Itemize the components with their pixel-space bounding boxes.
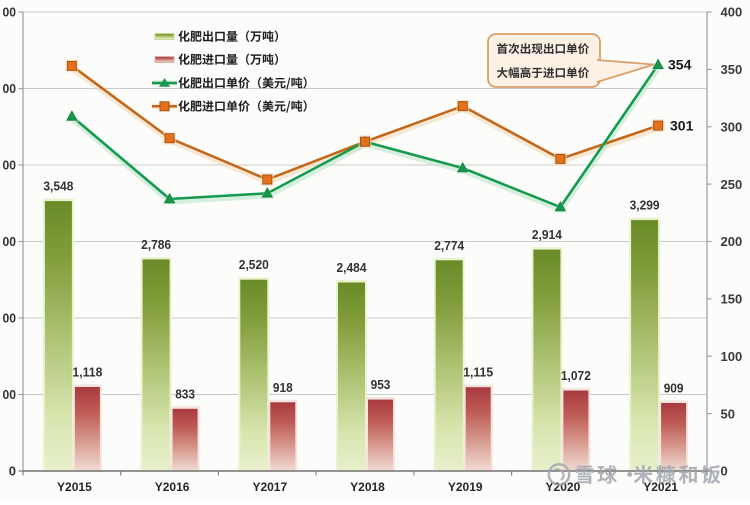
svg-text:Y2019: Y2019 (448, 480, 483, 494)
svg-text:2,786: 2,786 (141, 237, 171, 252)
svg-text:2,520: 2,520 (239, 257, 269, 272)
svg-text:1,115: 1,115 (463, 365, 493, 380)
svg-text:2,774: 2,774 (434, 238, 465, 253)
svg-text:400: 400 (721, 5, 743, 20)
svg-text:1,118: 1,118 (72, 365, 102, 380)
svg-text:2,484: 2,484 (337, 260, 368, 275)
svg-text:00: 00 (3, 158, 17, 173)
svg-text:953: 953 (371, 377, 391, 392)
svg-text:301: 301 (670, 118, 694, 134)
svg-text:2,914: 2,914 (532, 227, 563, 242)
svg-text:354: 354 (668, 57, 692, 73)
svg-text:200: 200 (721, 234, 743, 249)
svg-text:00: 00 (3, 234, 17, 249)
svg-text:100: 100 (721, 349, 743, 364)
svg-text:00: 00 (3, 81, 17, 96)
svg-text:150: 150 (721, 292, 743, 307)
svg-text:918: 918 (273, 380, 293, 395)
svg-text:Y2015: Y2015 (57, 480, 92, 494)
svg-text:Y2018: Y2018 (350, 480, 385, 494)
svg-text:300: 300 (721, 119, 743, 134)
svg-text:00: 00 (3, 387, 17, 402)
svg-text:Y2016: Y2016 (155, 480, 190, 494)
svg-text:50: 50 (721, 406, 735, 421)
svg-text:Y2017: Y2017 (252, 480, 287, 494)
svg-text:833: 833 (175, 386, 195, 401)
svg-text:00: 00 (3, 311, 17, 326)
svg-text:0: 0 (9, 464, 16, 479)
svg-text:350: 350 (721, 62, 743, 77)
svg-text:0: 0 (721, 464, 728, 479)
svg-text:3,299: 3,299 (630, 198, 660, 213)
svg-text:3,548: 3,548 (43, 179, 73, 194)
svg-text:909: 909 (664, 381, 684, 396)
svg-text:00: 00 (3, 5, 17, 20)
svg-text:250: 250 (721, 177, 743, 192)
svg-text:1,072: 1,072 (561, 368, 591, 383)
